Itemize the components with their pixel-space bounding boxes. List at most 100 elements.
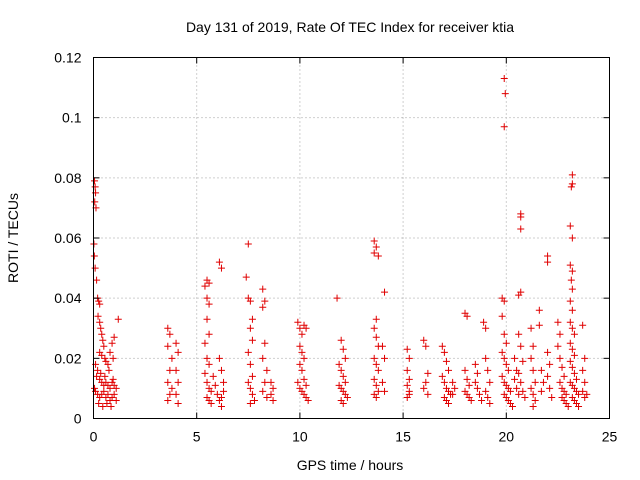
data-point xyxy=(535,306,543,314)
data-point xyxy=(442,357,450,365)
data-point xyxy=(114,315,122,323)
data-point xyxy=(581,354,589,362)
data-point xyxy=(440,348,448,356)
data-point xyxy=(500,75,508,83)
data-point xyxy=(378,378,386,386)
data-point xyxy=(482,387,490,395)
data-point xyxy=(248,372,256,380)
data-point xyxy=(564,402,572,410)
data-point xyxy=(248,390,256,398)
data-point xyxy=(502,360,510,368)
data-point xyxy=(517,378,525,386)
data-point xyxy=(575,390,583,398)
data-point xyxy=(94,312,102,320)
data-point xyxy=(91,264,99,272)
data-point xyxy=(213,390,221,398)
data-point xyxy=(300,375,308,383)
data-point xyxy=(296,324,304,332)
data-point xyxy=(259,303,267,311)
data-point xyxy=(91,384,99,392)
data-point xyxy=(424,390,432,398)
data-point xyxy=(381,288,389,296)
y-tick-label: 0.1 xyxy=(62,110,82,126)
data-point xyxy=(166,390,174,398)
x-tick-label: 15 xyxy=(395,429,411,445)
data-point xyxy=(403,366,411,374)
data-point xyxy=(451,384,459,392)
data-point xyxy=(172,366,180,374)
x-tick-label: 20 xyxy=(499,429,515,445)
data-point xyxy=(100,342,108,350)
data-point xyxy=(164,378,172,386)
data-point xyxy=(164,396,172,404)
data-point xyxy=(109,375,117,383)
data-point xyxy=(531,378,539,386)
data-point xyxy=(581,378,589,386)
data-point xyxy=(217,402,225,410)
data-point xyxy=(544,252,552,260)
data-point xyxy=(529,390,537,398)
data-point xyxy=(473,369,481,377)
data-point xyxy=(403,345,411,353)
data-point xyxy=(105,366,113,374)
data-point xyxy=(372,333,380,341)
data-point xyxy=(570,369,578,377)
data-point xyxy=(500,354,508,362)
data-point xyxy=(548,393,556,401)
data-point xyxy=(486,378,494,386)
data-point xyxy=(174,378,182,386)
data-point xyxy=(480,318,488,326)
data-point xyxy=(97,324,105,332)
data-point xyxy=(93,372,101,380)
data-point xyxy=(535,321,543,329)
data-point xyxy=(91,177,99,185)
data-point xyxy=(560,372,568,380)
data-point xyxy=(513,384,521,392)
data-point xyxy=(339,345,347,353)
data-point xyxy=(449,378,457,386)
data-point xyxy=(484,393,492,401)
data-point xyxy=(405,354,413,362)
data-point xyxy=(498,348,506,356)
data-point xyxy=(220,378,228,386)
data-point xyxy=(269,384,277,392)
data-point xyxy=(296,342,304,350)
data-point xyxy=(207,387,215,395)
data-point xyxy=(465,381,473,389)
data-point xyxy=(90,252,98,260)
data-point xyxy=(337,366,345,374)
data-point xyxy=(100,387,108,395)
y-tick-label: 0.02 xyxy=(54,350,81,366)
data-point xyxy=(515,390,523,398)
data-point xyxy=(583,390,591,398)
data-point xyxy=(515,369,523,377)
data-point xyxy=(567,276,575,284)
data-point xyxy=(566,261,574,269)
data-point xyxy=(101,372,109,380)
data-point xyxy=(438,372,446,380)
data-point xyxy=(164,324,172,332)
data-point xyxy=(556,354,564,362)
data-point xyxy=(220,387,228,395)
data-point xyxy=(467,396,475,404)
data-point xyxy=(486,399,494,407)
data-point xyxy=(106,384,114,392)
data-point xyxy=(98,351,106,359)
data-point xyxy=(568,234,576,242)
data-point xyxy=(544,348,552,356)
data-point xyxy=(567,183,575,191)
y-tick-label: 0 xyxy=(74,411,82,427)
data-point xyxy=(201,282,209,290)
data-point xyxy=(420,384,428,392)
data-point xyxy=(164,342,172,350)
data-point xyxy=(269,396,277,404)
data-point xyxy=(568,180,576,188)
data-point xyxy=(201,369,209,377)
data-point xyxy=(244,378,252,386)
data-point xyxy=(339,372,347,380)
data-point xyxy=(203,315,211,323)
data-point xyxy=(294,378,302,386)
y-tick-label: 0.12 xyxy=(54,50,81,66)
data-point xyxy=(370,324,378,332)
data-point xyxy=(207,399,215,407)
